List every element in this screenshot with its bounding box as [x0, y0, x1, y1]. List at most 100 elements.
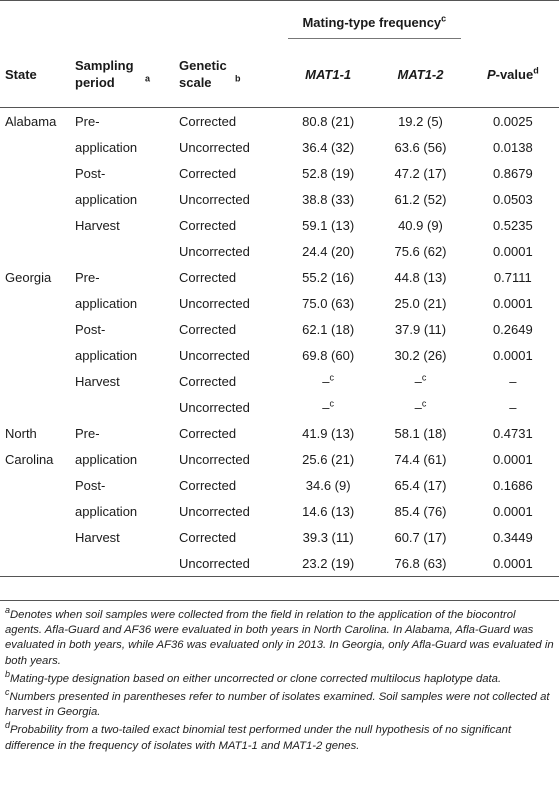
sampling-period-cell: Post-: [75, 477, 106, 493]
genetic-scale-cell: Uncorrected: [179, 295, 250, 311]
mat1-1-cell: 34.6 (9): [305, 477, 351, 493]
p-value-cell: 0.0001: [492, 451, 533, 467]
sampling-period-cell: Harvest: [75, 217, 120, 233]
state-cell: Alabama: [0, 107, 73, 134]
mat1-1-cell: 80.8 (21): [282, 107, 375, 134]
mat1-2-cell: 76.8 (63): [374, 550, 467, 577]
p-value-cell: –: [509, 399, 517, 415]
state-header: State: [5, 66, 37, 82]
sampling-period-cell: application: [75, 191, 138, 207]
sampling-period-cell: [73, 238, 177, 264]
state-cell: [0, 394, 73, 420]
mat1-1-cell: 39.3 (11): [302, 529, 354, 545]
header-row-top: Mating-type frequencyc: [0, 0, 559, 41]
mat1-1-cell: 55.2 (16): [302, 269, 355, 285]
p-value-cell: 0.1686: [492, 477, 533, 493]
genetic-scale-cell: Uncorrected: [179, 139, 250, 155]
genetic-scale-cell: Corrected: [179, 425, 237, 441]
mat1-2-cell: 44.8 (13): [394, 269, 447, 285]
table-row: Alabama Pre- Corrected 80.8 (21) 19.2 (5) 0.0…: [0, 107, 559, 134]
sampling-period-cell: application: [75, 347, 138, 363]
mat1-2-cell: 30.2 (26): [394, 347, 447, 363]
sampling-period-cell: application: [75, 503, 138, 519]
mat1-2-cell: –c: [414, 372, 427, 389]
sampling-period-cell: Harvest: [75, 529, 120, 545]
p-value-cell: 0.0503: [492, 191, 533, 207]
table-row: application Uncorrected 38.8 (33) 61.2 (52)…: [0, 186, 559, 212]
p-value-cell: 0.2649: [492, 321, 533, 337]
state-cell: [0, 134, 73, 160]
sampling-period-cell: Harvest: [75, 373, 120, 389]
mat1-2-cell: 65.4 (17): [394, 477, 447, 493]
p-value-cell: 0.0001: [466, 550, 559, 577]
table-row: application Uncorrected 75.0 (63) 25.0 (21)…: [0, 290, 559, 316]
genetic-scale-cell: Uncorrected: [179, 503, 250, 519]
sampling-period-header: Sampling period a: [75, 58, 151, 90]
mat1-1-cell: 62.1 (18): [302, 321, 355, 337]
genetic-scale-cell: Corrected: [179, 217, 237, 233]
mat1-1-cell: 41.9 (13): [302, 425, 355, 441]
state-cell: [0, 160, 73, 186]
table-row: Carolina application Uncorrected 25.6 (21) 7…: [0, 446, 559, 472]
p-value-cell: 0.0025: [466, 107, 559, 134]
mat1-2-cell: 37.9 (11): [394, 321, 447, 337]
state-cell: Georgia: [5, 269, 52, 285]
sampling-period-cell: application: [75, 139, 138, 155]
mat1-2-cell: 40.9 (9): [398, 217, 443, 233]
mat1-2-cell: 25.0 (21): [394, 295, 447, 311]
p-value-cell: 0.3449: [492, 529, 533, 545]
mat1-1-cell: 25.6 (21): [302, 451, 355, 467]
table-row: application Uncorrected 14.6 (13) 85.4 (76)…: [0, 498, 559, 524]
genetic-scale-cell: Corrected: [179, 477, 237, 493]
mating-type-table: Mating-type frequencyc State Sampling pe…: [0, 0, 559, 577]
mat1-2-header: MAT1-2: [397, 66, 444, 82]
table-row: Uncorrected 23.2 (19) 76.8 (63) 0.0001: [0, 550, 559, 577]
table-row: Harvest Corrected 59.1 (13) 40.9 (9) 0.5235: [0, 212, 559, 238]
p-value-cell: 0.8679: [492, 165, 533, 181]
genetic-scale-cell: Uncorrected: [179, 243, 250, 259]
mat1-1-header: MAT1-1: [305, 66, 352, 82]
state-cell: [0, 186, 73, 212]
table-row: application Uncorrected 36.4 (32) 63.6 (56)…: [0, 134, 559, 160]
state-cell: [0, 316, 73, 342]
p-value-cell: 0.4731: [492, 425, 533, 441]
mat1-1-cell: 24.4 (20): [302, 243, 355, 259]
mat1-1-cell: –c: [322, 372, 335, 389]
footnotes: aDenotes when soil samples were collecte…: [0, 600, 559, 757]
p-value-cell: 0.0138: [492, 139, 533, 155]
sampling-period-cell: [73, 394, 177, 420]
mat1-1-cell: 36.4 (32): [302, 139, 355, 155]
table-row: Harvest Corrected –c –c –: [0, 368, 559, 394]
state-cell: [0, 238, 73, 264]
table-row: Post- Corrected 62.1 (18) 37.9 (11) 0.2649: [0, 316, 559, 342]
table-row: Post- Corrected 52.8 (19) 47.2 (17) 0.8679: [0, 160, 559, 186]
genetic-scale-cell: Corrected: [177, 107, 282, 134]
footnote-b: bMating-type designation based on either…: [5, 669, 502, 685]
table-row: Harvest Corrected 39.3 (11) 60.7 (17) 0.3449: [0, 524, 559, 550]
state-cell: [0, 472, 73, 498]
sampling-period-cell: Post-: [75, 165, 106, 181]
sampling-period-cell: application: [75, 295, 138, 311]
state-cell: [0, 368, 73, 394]
sampling-period-cell: Pre-: [75, 425, 100, 441]
mat1-2-cell: 85.4 (76): [394, 503, 447, 519]
mat1-2-cell: 74.4 (61): [394, 451, 447, 467]
mat1-2-cell: 61.2 (52): [394, 191, 447, 207]
state-cell: [0, 524, 73, 550]
genetic-scale-cell: Corrected: [179, 165, 237, 181]
state-cell: [0, 498, 73, 524]
mat1-2-cell: 60.7 (17): [394, 529, 447, 545]
mat1-2-cell: 63.6 (56): [394, 139, 447, 155]
p-value-cell: 0.0001: [492, 295, 533, 311]
table-row: application Uncorrected 69.8 (60) 30.2 (26)…: [0, 342, 559, 368]
genetic-scale-cell: Corrected: [179, 269, 237, 285]
genetic-scale-cell: Uncorrected: [179, 451, 250, 467]
mat1-2-cell: 47.2 (17): [394, 165, 447, 181]
genetic-scale-cell: Corrected: [179, 321, 237, 337]
mat1-1-cell: 23.2 (19): [282, 550, 375, 577]
genetic-scale-cell: Uncorrected: [179, 347, 250, 363]
mating-frequency-sup: c: [441, 13, 447, 24]
genetic-scale-cell: Corrected: [179, 373, 237, 389]
mat1-2-cell: –c: [414, 398, 427, 415]
